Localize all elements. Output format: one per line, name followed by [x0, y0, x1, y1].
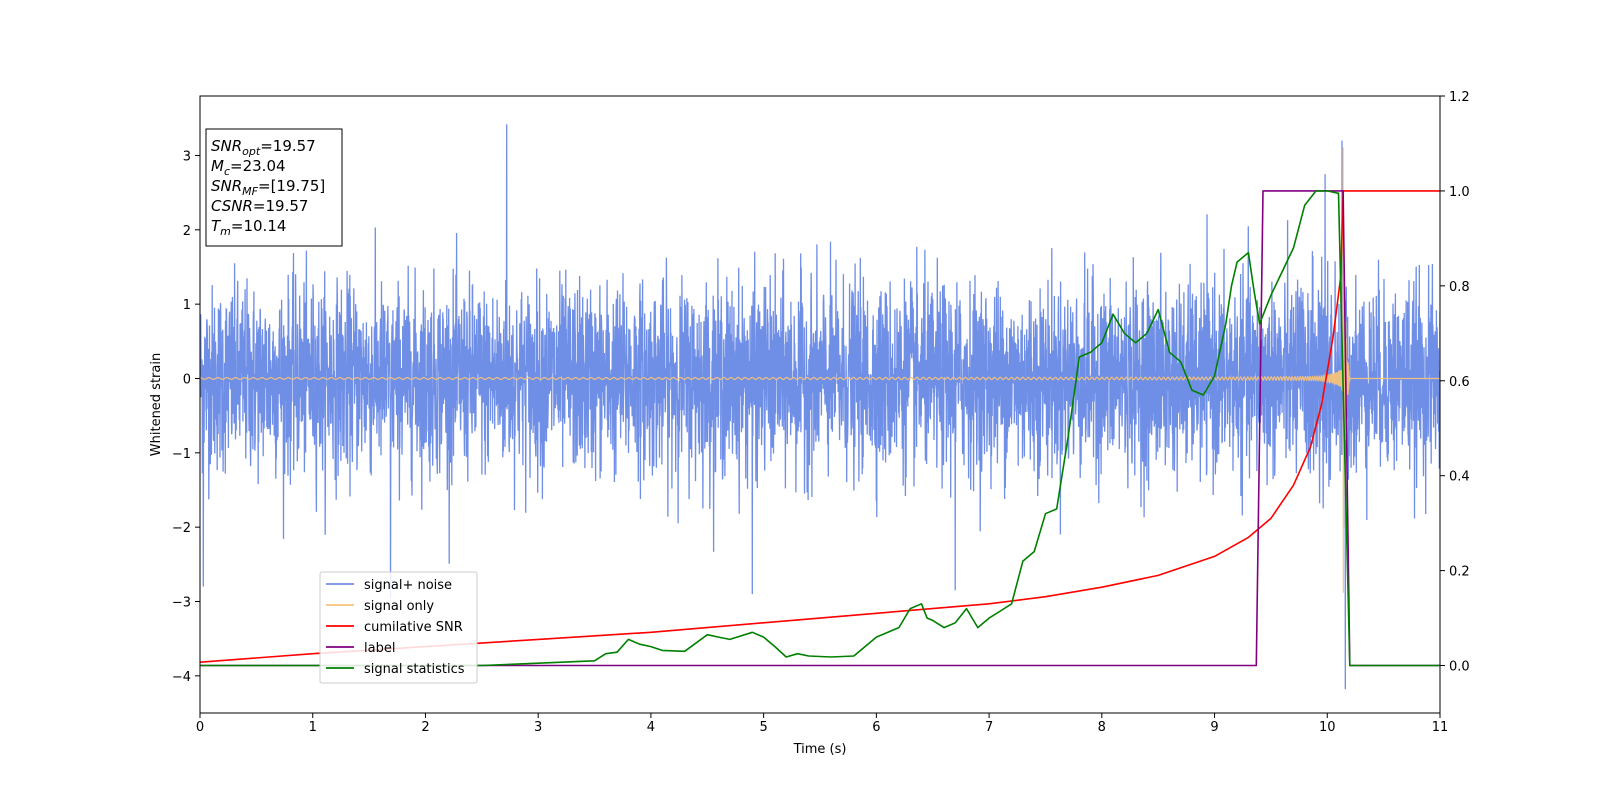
- annotation-line: Mc=23.04: [211, 157, 286, 178]
- y-left-tick-label: −1: [172, 447, 191, 462]
- y-right-tick-label: 0.2: [1449, 565, 1470, 580]
- legend-box: [319, 571, 478, 684]
- y-right-tick-label: 0.8: [1449, 280, 1470, 295]
- annotation-line: Tm=10.14: [211, 217, 286, 238]
- x-tick-label: 10: [1319, 720, 1336, 735]
- legend-entry: cumilative SNR: [364, 620, 463, 635]
- y-axis-left: −4 −3 −2 −1 0 1 2 3: [172, 149, 200, 685]
- annotation-line: CSNR=19.57: [211, 197, 308, 215]
- x-tick-label: 7: [985, 720, 993, 735]
- y-left-tick-label: 0: [183, 372, 191, 387]
- y-right-tick-label: 1.0: [1449, 185, 1470, 200]
- y-right-tick-label: 0.4: [1449, 470, 1470, 485]
- legend-entry: signal statistics: [364, 662, 465, 677]
- x-tick-label: 3: [534, 720, 542, 735]
- y-right-tick-label: 0.0: [1449, 660, 1470, 675]
- x-tick-label: 6: [872, 720, 880, 735]
- y-left-tick-label: 2: [183, 224, 191, 239]
- y-right-tick-label: 0.6: [1449, 375, 1470, 390]
- y-left-tick-label: 1: [183, 298, 191, 313]
- x-axis: 0 1 2 3 4 5 6 7 8 9 10 11: [196, 713, 1448, 735]
- x-tick-label: 1: [309, 720, 317, 735]
- legend-entry: signal+ noise: [364, 578, 452, 593]
- x-axis-label: Time (s): [793, 742, 847, 757]
- plot-frame: [199, 95, 1441, 714]
- y-axis-right: 0.0 0.2 0.4 0.6 0.8 1.0 1.2: [1440, 90, 1470, 675]
- y-left-tick-label: −4: [172, 670, 191, 685]
- series-layer: [200, 124, 1440, 690]
- series-line-cumilative-snr: [200, 190, 1440, 663]
- series-line-signal-statistics: [200, 190, 1440, 667]
- annotation-line: SNRMF=[19.75]: [211, 177, 325, 198]
- x-tick-label: 4: [647, 720, 655, 735]
- x-tick-label: 0: [196, 720, 204, 735]
- legend-entry: label: [364, 641, 395, 656]
- x-tick-label: 11: [1432, 720, 1449, 735]
- x-tick-label: 5: [759, 720, 767, 735]
- legend-entry: signal only: [364, 599, 434, 614]
- x-tick-label: 8: [1098, 720, 1106, 735]
- y-left-tick-label: 3: [183, 149, 191, 164]
- legend: signal+ noise signal only cumilative SNR la…: [319, 571, 478, 684]
- series-line-signal-noise: [200, 124, 1440, 690]
- x-tick-label: 2: [421, 720, 429, 735]
- x-tick-label: 9: [1210, 720, 1218, 735]
- stats-annotation: SNRopt=19.57Mc=23.04SNRMF=[19.75]CSNR=19…: [205, 128, 343, 247]
- y-axis-label-left: Whitened strain: [149, 353, 164, 456]
- annotation-box: [205, 128, 343, 247]
- y-right-tick-label: 1.2: [1449, 90, 1470, 105]
- y-left-tick-label: −2: [172, 521, 191, 536]
- series-line-signal-only: [200, 147, 1440, 593]
- y-left-tick-label: −3: [172, 595, 191, 610]
- annotation-line: SNRopt=19.57: [211, 137, 316, 158]
